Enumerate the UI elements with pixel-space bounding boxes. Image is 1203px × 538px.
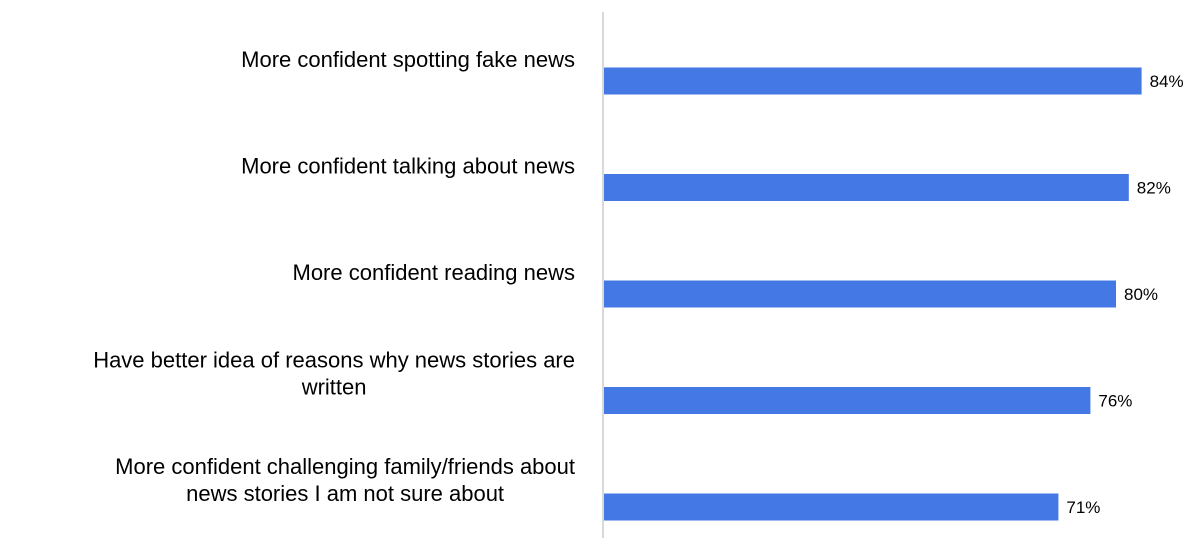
category-label-5-line-2: news stories I am not sure about: [186, 481, 504, 506]
category-label-3-line-1: More confident reading news: [293, 260, 576, 285]
bar-2: [604, 174, 1129, 201]
bar-4: [604, 387, 1091, 414]
category-label-1-line-1: More confident spotting fake news: [241, 47, 575, 72]
bar-1: [604, 67, 1142, 95]
value-label-4: 76%: [1098, 392, 1132, 411]
bar-5: [604, 493, 1059, 521]
category-labels-group: More confident spotting fake news More co…: [93, 47, 575, 506]
bars-group: [604, 67, 1142, 521]
category-label-2-line-1: More confident talking about news: [241, 154, 575, 179]
value-label-1: 84%: [1150, 72, 1184, 91]
value-label-2: 82%: [1137, 179, 1171, 198]
category-label-4-line-2: written: [301, 375, 367, 400]
category-label-4-line-1: Have better idea of reasons why news sto…: [93, 348, 575, 373]
value-label-3: 80%: [1124, 285, 1158, 304]
value-label-5: 71%: [1066, 498, 1100, 517]
value-labels-group: 84% 82% 80% 76% 71%: [1066, 72, 1183, 517]
bar-3: [604, 280, 1116, 308]
category-label-5-line-1: More confident challenging family/friend…: [115, 454, 575, 479]
